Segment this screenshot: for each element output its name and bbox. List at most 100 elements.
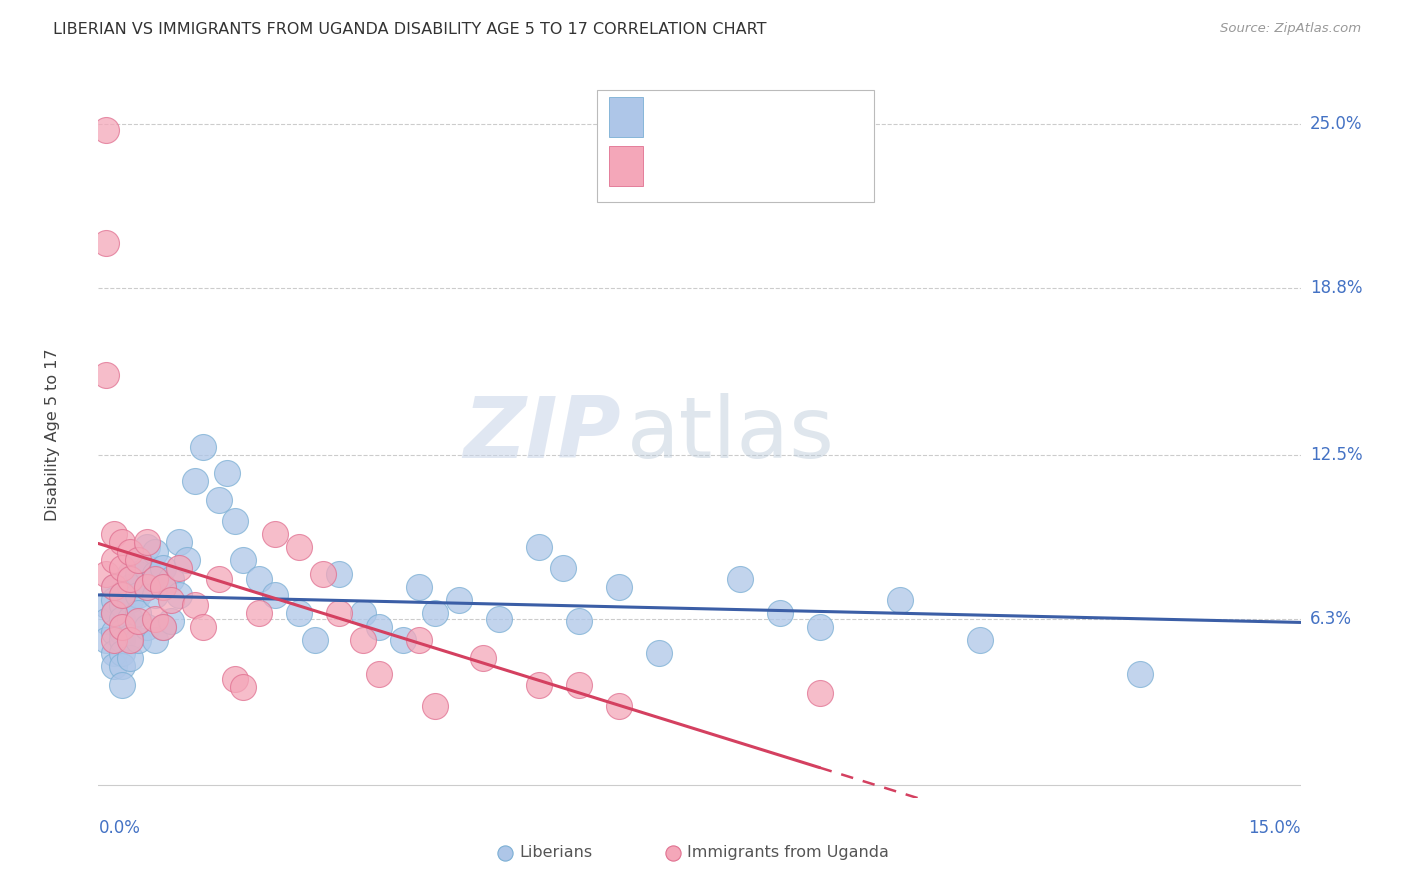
Point bbox=[969, 632, 991, 647]
Point bbox=[135, 580, 157, 594]
Point bbox=[215, 466, 238, 480]
Point bbox=[96, 566, 118, 581]
Text: Liberians: Liberians bbox=[519, 846, 592, 861]
Point bbox=[224, 673, 246, 687]
Point bbox=[152, 619, 174, 633]
Text: N = 46: N = 46 bbox=[801, 157, 865, 175]
Point bbox=[103, 607, 125, 621]
Point bbox=[889, 593, 911, 607]
Point bbox=[128, 553, 150, 567]
Point bbox=[120, 632, 142, 647]
Text: 18.8%: 18.8% bbox=[1310, 279, 1362, 297]
Point bbox=[111, 535, 134, 549]
Point bbox=[553, 561, 575, 575]
Point bbox=[423, 607, 446, 621]
Point bbox=[152, 619, 174, 633]
Point bbox=[103, 607, 125, 621]
Point bbox=[247, 607, 270, 621]
FancyBboxPatch shape bbox=[609, 146, 643, 186]
Point bbox=[232, 681, 254, 695]
Text: Immigrants from Uganda: Immigrants from Uganda bbox=[688, 846, 890, 861]
FancyBboxPatch shape bbox=[609, 97, 643, 137]
Point bbox=[609, 698, 631, 713]
Text: Source: ZipAtlas.com: Source: ZipAtlas.com bbox=[1220, 22, 1361, 36]
Point bbox=[143, 545, 166, 559]
Text: R =  -0.117: R = -0.117 bbox=[655, 108, 758, 126]
Point bbox=[447, 593, 470, 607]
Point bbox=[408, 580, 430, 594]
Point bbox=[120, 611, 142, 625]
Point bbox=[96, 599, 118, 613]
Point bbox=[128, 607, 150, 621]
Point bbox=[408, 632, 430, 647]
Point bbox=[1129, 667, 1152, 681]
Point bbox=[120, 630, 142, 644]
Point bbox=[111, 588, 134, 602]
Point bbox=[191, 440, 214, 454]
Point bbox=[111, 659, 134, 673]
Text: ZIP: ZIP bbox=[464, 393, 621, 476]
Point bbox=[120, 593, 142, 607]
Point bbox=[568, 678, 591, 692]
Point bbox=[304, 632, 326, 647]
Point bbox=[103, 646, 125, 660]
Point bbox=[96, 122, 118, 136]
Point bbox=[328, 566, 350, 581]
Text: atlas: atlas bbox=[627, 393, 835, 476]
Point bbox=[103, 580, 125, 594]
Point bbox=[135, 580, 157, 594]
Point bbox=[167, 561, 190, 575]
Point bbox=[103, 553, 125, 567]
Point bbox=[288, 607, 311, 621]
Point bbox=[96, 632, 118, 647]
Point bbox=[208, 492, 231, 507]
Point bbox=[103, 624, 125, 639]
Point bbox=[103, 580, 125, 594]
Point bbox=[288, 540, 311, 554]
Point bbox=[128, 588, 150, 602]
Point bbox=[423, 698, 446, 713]
Point bbox=[183, 474, 205, 488]
Point bbox=[111, 561, 134, 575]
Point bbox=[368, 667, 391, 681]
Text: 12.5%: 12.5% bbox=[1310, 446, 1362, 464]
Text: 15.0%: 15.0% bbox=[1249, 819, 1301, 837]
Point bbox=[312, 566, 335, 581]
Point bbox=[128, 632, 150, 647]
Point bbox=[120, 572, 142, 586]
Text: R = -0.094: R = -0.094 bbox=[655, 157, 752, 175]
Point bbox=[135, 535, 157, 549]
Point bbox=[392, 632, 415, 647]
Point bbox=[263, 588, 285, 602]
Point bbox=[103, 527, 125, 541]
Point bbox=[111, 611, 134, 625]
Point bbox=[167, 588, 190, 602]
Point bbox=[135, 619, 157, 633]
Point bbox=[368, 619, 391, 633]
Point bbox=[103, 593, 125, 607]
Point bbox=[208, 572, 231, 586]
Point bbox=[568, 614, 591, 628]
Point bbox=[135, 540, 157, 554]
Point bbox=[103, 632, 125, 647]
Point bbox=[352, 607, 374, 621]
Point bbox=[111, 646, 134, 660]
Point bbox=[96, 614, 118, 628]
Point bbox=[472, 651, 495, 665]
Point bbox=[111, 632, 134, 647]
Point bbox=[111, 588, 134, 602]
Point bbox=[135, 561, 157, 575]
Point bbox=[111, 619, 134, 633]
Point bbox=[808, 685, 831, 699]
Point bbox=[152, 580, 174, 594]
Point bbox=[128, 553, 150, 567]
Point bbox=[728, 572, 751, 586]
Point bbox=[143, 632, 166, 647]
Point bbox=[111, 624, 134, 639]
Point bbox=[648, 646, 671, 660]
Point bbox=[263, 527, 285, 541]
Point bbox=[232, 553, 254, 567]
Point bbox=[111, 599, 134, 613]
Point bbox=[529, 678, 551, 692]
Text: 25.0%: 25.0% bbox=[1310, 115, 1362, 133]
